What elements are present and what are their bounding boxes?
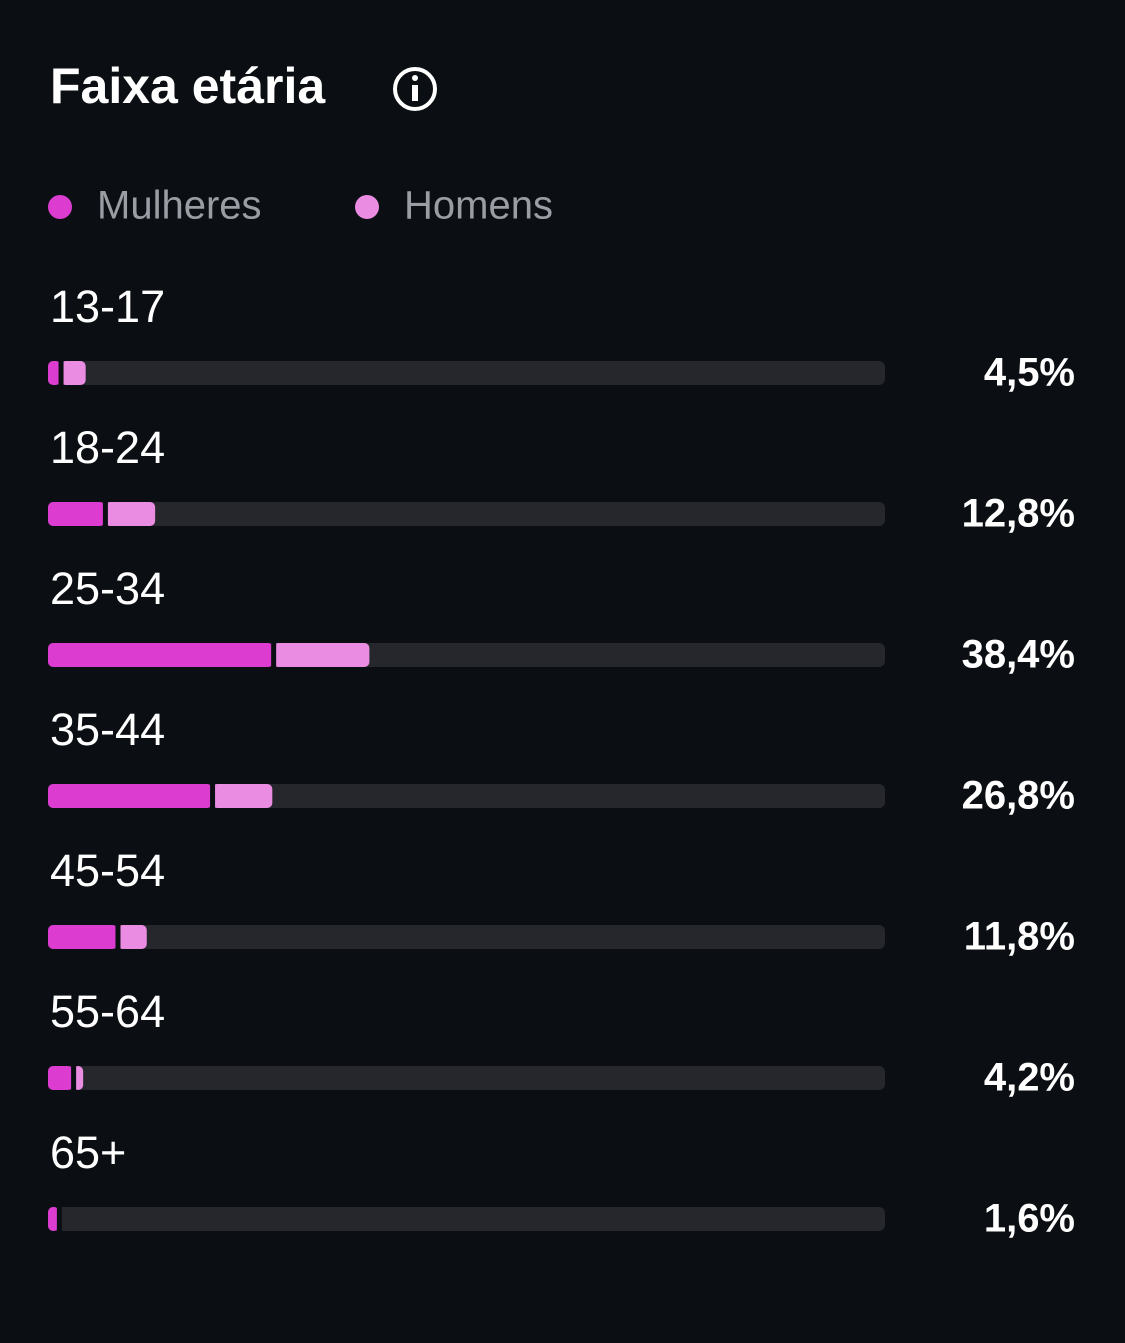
total-label: 4,5% — [984, 351, 1075, 395]
segment-gap — [115, 925, 121, 949]
segment-gap — [271, 643, 277, 667]
segment-gap — [56, 1207, 62, 1231]
category-label: 13-17 — [50, 281, 165, 332]
chart-title: Faixa etária — [50, 58, 326, 114]
legend-marker — [48, 195, 72, 219]
bar-segment — [48, 1207, 59, 1231]
segment-gap — [71, 1066, 77, 1090]
legend-marker — [355, 195, 379, 219]
bar-segment — [104, 502, 156, 526]
category-label: 65+ — [50, 1127, 126, 1178]
bar-track — [48, 1207, 885, 1231]
legend-label: Mulheres — [97, 184, 262, 228]
info-icon[interactable] — [393, 67, 437, 111]
total-label: 12,8% — [962, 492, 1075, 536]
segment-gap — [58, 361, 64, 385]
bar-segment — [48, 502, 105, 526]
bar-track — [48, 502, 885, 526]
bar-track — [48, 361, 885, 385]
bar-segment — [48, 361, 61, 385]
legend-label: Homens — [404, 184, 553, 228]
bar-segment — [60, 361, 86, 385]
bar-segment — [273, 643, 370, 667]
total-label: 11,8% — [964, 915, 1075, 959]
segment-gap — [102, 502, 108, 526]
segment-gap — [210, 784, 216, 808]
bar-segment — [117, 925, 147, 949]
bar-segment — [212, 784, 273, 808]
bar-segment — [48, 643, 274, 667]
bar-track — [48, 925, 885, 949]
bar-segment — [48, 925, 118, 949]
category-label: 55-64 — [50, 986, 165, 1037]
total-label: 38,4% — [962, 633, 1075, 677]
total-label: 26,8% — [962, 774, 1075, 818]
category-label: 35-44 — [50, 704, 165, 755]
category-label: 45-54 — [50, 845, 165, 896]
total-label: 1,6% — [984, 1197, 1075, 1241]
bar-track — [48, 1066, 885, 1090]
category-label: 18-24 — [50, 422, 165, 473]
category-label: 25-34 — [50, 563, 165, 614]
bar-segment — [48, 1066, 74, 1090]
total-label: 4,2% — [984, 1056, 1075, 1100]
bar-segment — [48, 784, 213, 808]
